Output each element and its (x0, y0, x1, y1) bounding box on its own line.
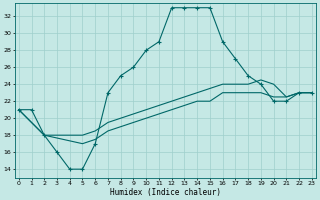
X-axis label: Humidex (Indice chaleur): Humidex (Indice chaleur) (110, 188, 221, 197)
